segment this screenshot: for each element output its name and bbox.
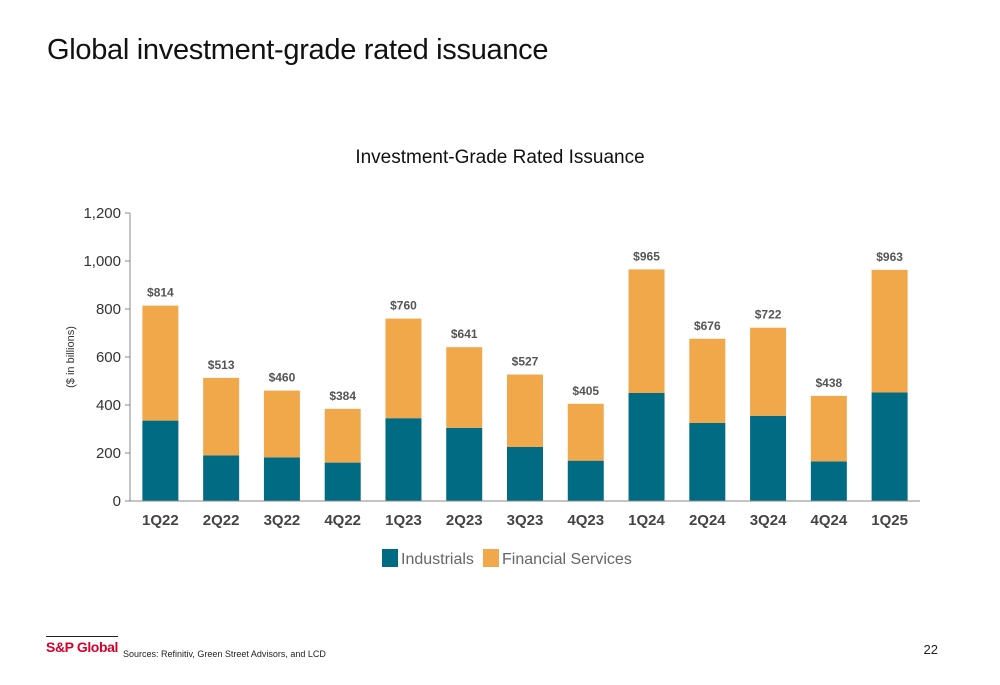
- total-label: $676: [694, 319, 721, 333]
- total-label: $722: [755, 308, 782, 322]
- bar-industrials: [689, 423, 726, 501]
- bar-industrials: [810, 461, 847, 501]
- y-tick-label: 600: [96, 349, 121, 366]
- total-label: $438: [815, 376, 842, 390]
- total-label: $460: [269, 371, 296, 385]
- x-tick-label: 2Q22: [203, 512, 240, 529]
- total-label: $527: [512, 355, 539, 369]
- y-tick-label: 800: [96, 301, 121, 318]
- y-tick-label: 0: [113, 493, 121, 510]
- y-tick-label: 1,200: [83, 205, 121, 222]
- total-label: $760: [390, 299, 417, 313]
- total-label: $641: [451, 327, 478, 341]
- x-tick-label: 3Q23: [507, 512, 544, 529]
- bar-industrials: [263, 457, 300, 501]
- bar-group-3q24: $722: [750, 308, 787, 501]
- x-tick-label: 4Q22: [324, 512, 361, 529]
- total-label: $963: [876, 250, 903, 264]
- legend-swatch: [483, 549, 499, 567]
- total-label: $405: [572, 384, 599, 398]
- bar-industrials: [567, 460, 604, 501]
- bar-industrials: [628, 393, 665, 501]
- bar-group-2q22: $513: [203, 358, 240, 501]
- legend-item-financial-services: Financial Services: [483, 549, 632, 568]
- bar-industrials: [385, 418, 422, 501]
- bar-industrials: [324, 462, 361, 501]
- y-tick-label: 200: [96, 445, 121, 462]
- x-tick-label: 3Q24: [750, 512, 787, 529]
- bar-financial-services: [203, 377, 240, 456]
- bar-financial-services: [142, 305, 179, 421]
- bar-group-1q25: $963: [871, 250, 908, 501]
- bar-financial-services: [507, 374, 543, 447]
- x-tick-label: 3Q22: [264, 512, 301, 529]
- bar-group-4q24: $438: [810, 376, 847, 501]
- x-tick-label: 4Q24: [810, 512, 847, 529]
- x-tick-label: 4Q23: [567, 512, 604, 529]
- bar-group-1q22: $814: [142, 286, 179, 501]
- x-tick-label: 2Q24: [689, 512, 726, 529]
- y-axis: 0 200 400 600 800 1,000 1,200: [83, 205, 131, 510]
- bar-financial-services: [810, 395, 847, 462]
- x-tick-label: 1Q24: [628, 512, 665, 529]
- total-label: $814: [147, 286, 174, 300]
- bars: $814 $513 $460 $384 $760 $641 $527 $405 $965 $676…: [142, 249, 908, 501]
- page-number: 22: [923, 642, 938, 657]
- bar-group-2q24: $676: [689, 319, 726, 501]
- legend-label: Industrials: [401, 551, 474, 568]
- bar-industrials: [203, 455, 240, 501]
- total-label: $965: [633, 249, 660, 263]
- total-label: $513: [208, 358, 235, 372]
- bar-financial-services: [324, 408, 361, 463]
- bar-group-4q23: $405: [567, 384, 604, 501]
- bar-group-1q24: $965: [628, 249, 665, 501]
- bar-industrials: [446, 427, 483, 501]
- bar-group-1q23: $760: [385, 299, 422, 501]
- bar-financial-services: [385, 318, 422, 419]
- legend-item-industrials: Industrials: [382, 549, 474, 568]
- bar-industrials: [507, 447, 543, 501]
- x-tick-label: 2Q23: [446, 512, 483, 529]
- page-title: Global investment-grade rated issuance: [47, 34, 549, 66]
- y-tick-label: 400: [96, 397, 121, 414]
- total-label: $384: [329, 389, 356, 403]
- bar-financial-services: [567, 403, 604, 461]
- bar-industrials: [750, 415, 787, 501]
- bar-financial-services: [263, 390, 300, 458]
- bar-group-4q22: $384: [324, 389, 361, 501]
- legend: Industrials Financial Services: [382, 549, 632, 568]
- x-tick-label: 1Q22: [142, 512, 179, 529]
- bar-financial-services: [689, 338, 726, 423]
- bar-financial-services: [871, 269, 908, 393]
- bar-financial-services: [628, 269, 665, 393]
- legend-label: Financial Services: [502, 551, 632, 568]
- bar-financial-services: [446, 347, 483, 428]
- y-axis-label: ($ in billions): [65, 326, 77, 388]
- bar-group-3q22: $460: [263, 371, 300, 501]
- legend-swatch: [382, 549, 398, 567]
- bar-group-2q23: $641: [446, 327, 483, 501]
- bar-industrials: [142, 420, 179, 501]
- sp-global-logo: S&P Global: [46, 636, 118, 655]
- bar-financial-services: [750, 327, 787, 416]
- x-tick-label: 1Q25: [871, 512, 908, 529]
- chart-title: Investment-Grade Rated Issuance: [355, 147, 644, 168]
- bar-group-3q23: $527: [507, 355, 543, 501]
- bar-industrials: [871, 392, 908, 501]
- x-axis: 1Q22 2Q22 3Q22 4Q22 1Q23 2Q23 3Q23 4Q23 1Q24 2Q24…: [130, 500, 920, 529]
- source-note: Sources: Refinitiv, Green Street Advisor…: [123, 649, 326, 659]
- y-tick-label: 1,000: [83, 253, 121, 270]
- x-tick-label: 1Q23: [385, 512, 422, 529]
